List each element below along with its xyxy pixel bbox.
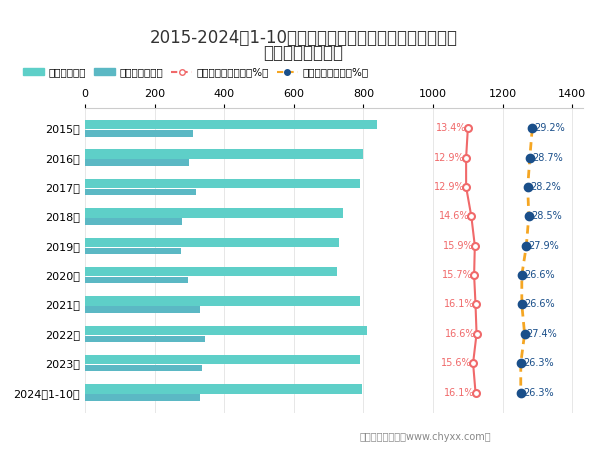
Bar [85, 267, 337, 276]
Text: 28.7%: 28.7% [532, 153, 563, 163]
Text: 29.2%: 29.2% [534, 123, 565, 133]
Bar [85, 120, 378, 129]
Text: 16.6%: 16.6% [445, 329, 475, 339]
Bar [85, 218, 183, 224]
Text: 28.2%: 28.2% [530, 182, 560, 192]
Text: 2015-2024年1-10月木材加工和木、竹、藤、棕、草制品: 2015-2024年1-10月木材加工和木、竹、藤、棕、草制品 [149, 29, 458, 47]
Text: 27.4%: 27.4% [527, 329, 557, 339]
Text: 15.9%: 15.9% [443, 241, 473, 251]
Text: 16.1%: 16.1% [444, 387, 474, 397]
Bar [85, 247, 181, 254]
Text: 15.7%: 15.7% [442, 270, 473, 280]
Bar [85, 189, 196, 195]
Bar [85, 277, 188, 283]
Text: 15.6%: 15.6% [441, 358, 472, 368]
Bar [85, 384, 362, 394]
Bar [85, 306, 200, 313]
Text: 业企业存货统计图: 业企业存货统计图 [263, 44, 344, 62]
Bar [85, 208, 342, 218]
Text: 12.9%: 12.9% [434, 182, 465, 192]
Legend: 存货（亿元）, 产成品（亿元）, 存货占流动资产比（%）, 存货占总资产比（%）: 存货（亿元）, 产成品（亿元）, 存货占流动资产比（%）, 存货占总资产比（%） [24, 67, 368, 77]
Text: 26.6%: 26.6% [524, 270, 555, 280]
Bar [85, 355, 360, 364]
Bar [85, 365, 202, 371]
Bar [85, 130, 193, 136]
Text: 14.6%: 14.6% [439, 211, 470, 221]
Bar [85, 335, 205, 342]
Bar [85, 296, 360, 306]
Text: 13.4%: 13.4% [436, 123, 466, 133]
Bar [85, 326, 367, 335]
Text: 28.5%: 28.5% [531, 211, 561, 221]
Text: 26.6%: 26.6% [524, 299, 555, 309]
Text: 26.3%: 26.3% [523, 358, 554, 368]
Text: 制图：智研咨询（www.chyxx.com）: 制图：智研咨询（www.chyxx.com） [359, 432, 490, 442]
Bar [85, 238, 339, 247]
Text: 26.3%: 26.3% [523, 387, 554, 397]
Bar [85, 394, 200, 401]
Bar [85, 179, 360, 188]
Text: 12.9%: 12.9% [434, 153, 465, 163]
Text: 27.9%: 27.9% [529, 241, 559, 251]
Text: 16.1%: 16.1% [444, 299, 474, 309]
Bar [85, 150, 364, 159]
Bar [85, 159, 189, 166]
